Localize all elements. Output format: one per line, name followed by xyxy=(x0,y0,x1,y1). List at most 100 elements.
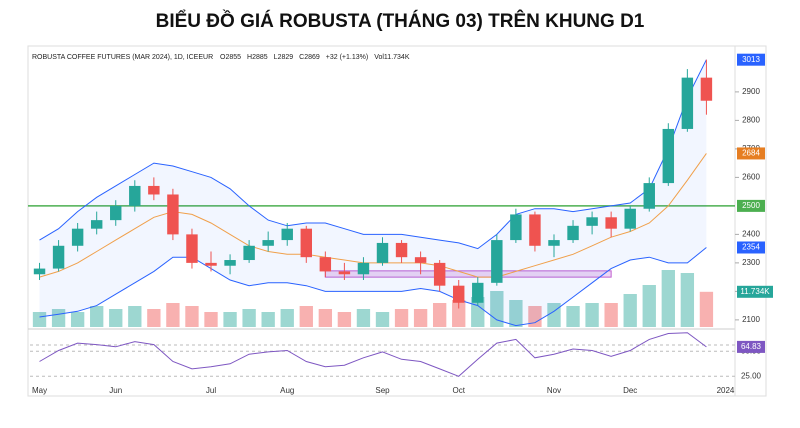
candle-body xyxy=(319,257,332,272)
volume-bar xyxy=(585,303,599,327)
level-tag-bg xyxy=(737,199,765,212)
quote: O2855 H2885 L2829 C2869 +32 (+1.13%) Vol11.73… xyxy=(220,54,410,61)
band-line xyxy=(39,59,707,250)
rsi-tag: 64.83 xyxy=(741,342,762,351)
candle-body xyxy=(186,234,198,263)
volume-bar xyxy=(509,300,523,327)
rsi-tick-label: 25.00 xyxy=(741,371,762,380)
candle-body xyxy=(262,240,274,246)
candle-body xyxy=(224,260,236,266)
volume-bar xyxy=(642,285,656,327)
candle-body xyxy=(548,240,560,246)
volume-bar xyxy=(699,291,714,327)
candle-body xyxy=(414,257,427,263)
volume-bar xyxy=(375,312,390,327)
volume-tag-bg xyxy=(737,285,773,298)
x-tick-label: Sep xyxy=(375,386,390,395)
volume-bar xyxy=(623,294,637,327)
candle-body xyxy=(395,242,408,258)
volume-bar xyxy=(318,309,333,327)
volume-bar xyxy=(204,312,218,327)
candle-body xyxy=(662,128,675,184)
candle-body xyxy=(529,214,541,246)
candle-body xyxy=(90,220,103,229)
candle-body xyxy=(643,183,655,209)
volume-bar xyxy=(452,300,466,327)
y-tick-label: 2300 xyxy=(742,258,760,267)
x-tick-label: Oct xyxy=(452,386,465,395)
rsi-line xyxy=(39,332,707,377)
volume-bar xyxy=(356,309,371,327)
candle-body xyxy=(491,240,503,283)
quote-item: C2869 xyxy=(299,54,320,61)
upper-band-tag-bg xyxy=(737,53,765,66)
volume-bar xyxy=(299,306,313,327)
level-tag: 2500 xyxy=(742,201,760,210)
y-tick-label: 2100 xyxy=(742,315,760,324)
x-tick-label: Jul xyxy=(206,386,216,395)
volume-bar xyxy=(166,303,180,327)
candle-body xyxy=(567,225,579,241)
band-line xyxy=(39,153,707,278)
band-line xyxy=(39,247,707,327)
candle-body xyxy=(110,205,122,221)
quote-item: L2829 xyxy=(274,54,294,61)
candle-body xyxy=(700,77,713,101)
x-tick-label: Nov xyxy=(547,386,561,395)
candle-body xyxy=(281,228,293,241)
lower-band-tag: 2354 xyxy=(742,243,760,252)
volume-bar xyxy=(32,312,47,327)
candle-body xyxy=(357,262,370,275)
candle-body xyxy=(472,282,484,303)
volume-bar xyxy=(394,309,409,327)
candle-body xyxy=(33,268,46,275)
volume-bar xyxy=(661,270,675,327)
quote-item: +32 (+1.13%) xyxy=(326,54,368,61)
basis-tag: 2684 xyxy=(742,149,760,158)
candle-body xyxy=(681,77,694,129)
volume-bar xyxy=(432,303,447,327)
x-tick-label: Aug xyxy=(280,386,294,395)
frame xyxy=(27,45,767,397)
candle-body xyxy=(148,185,160,195)
band-fill xyxy=(39,59,707,326)
basis-tag-bg xyxy=(737,147,765,160)
quote-item: O2855 xyxy=(220,54,241,61)
volume-bar xyxy=(261,312,275,327)
volume-bar xyxy=(680,273,695,327)
y-tick-label: 2600 xyxy=(742,172,760,181)
volume-bar xyxy=(280,309,294,327)
candle-body xyxy=(453,285,465,303)
volume-bar xyxy=(337,312,352,327)
candle-body xyxy=(376,242,389,263)
y-tick-label: 2800 xyxy=(742,115,760,124)
volume-bar xyxy=(223,312,237,327)
volume-bar xyxy=(528,306,542,327)
candle-body xyxy=(129,185,141,206)
quote-item: H2885 xyxy=(247,54,268,61)
volume-bar xyxy=(90,306,104,327)
candle-body xyxy=(510,214,522,241)
volume-tag: 11.734K xyxy=(740,287,770,296)
candle-body xyxy=(167,194,179,235)
chart-title: BIỂU ĐỒ GIÁ ROBUSTA (THÁNG 03) TRÊN KHUN… xyxy=(156,10,645,32)
candle-body xyxy=(586,217,598,226)
x-tick-label: Jun xyxy=(109,386,122,395)
symbol: ROBUSTA COFFEE FUTURES (MAR 2024), 1D, I… xyxy=(32,54,213,61)
x-tick-label: May xyxy=(32,386,47,395)
volume-bar xyxy=(185,306,199,327)
candle-body xyxy=(71,228,84,246)
lower-band-tag-bg xyxy=(737,241,765,254)
y-tick-label: 2400 xyxy=(742,229,760,238)
volume-bar xyxy=(70,312,85,327)
quote-item: Vol11.734K xyxy=(374,54,410,61)
candle-body xyxy=(243,245,255,261)
volume-bar xyxy=(566,306,580,327)
rsi-tag-bg xyxy=(737,340,765,353)
candle-body xyxy=(300,228,312,258)
volume-bar xyxy=(147,309,161,327)
candle-body xyxy=(624,208,636,229)
candle-body xyxy=(338,271,351,275)
